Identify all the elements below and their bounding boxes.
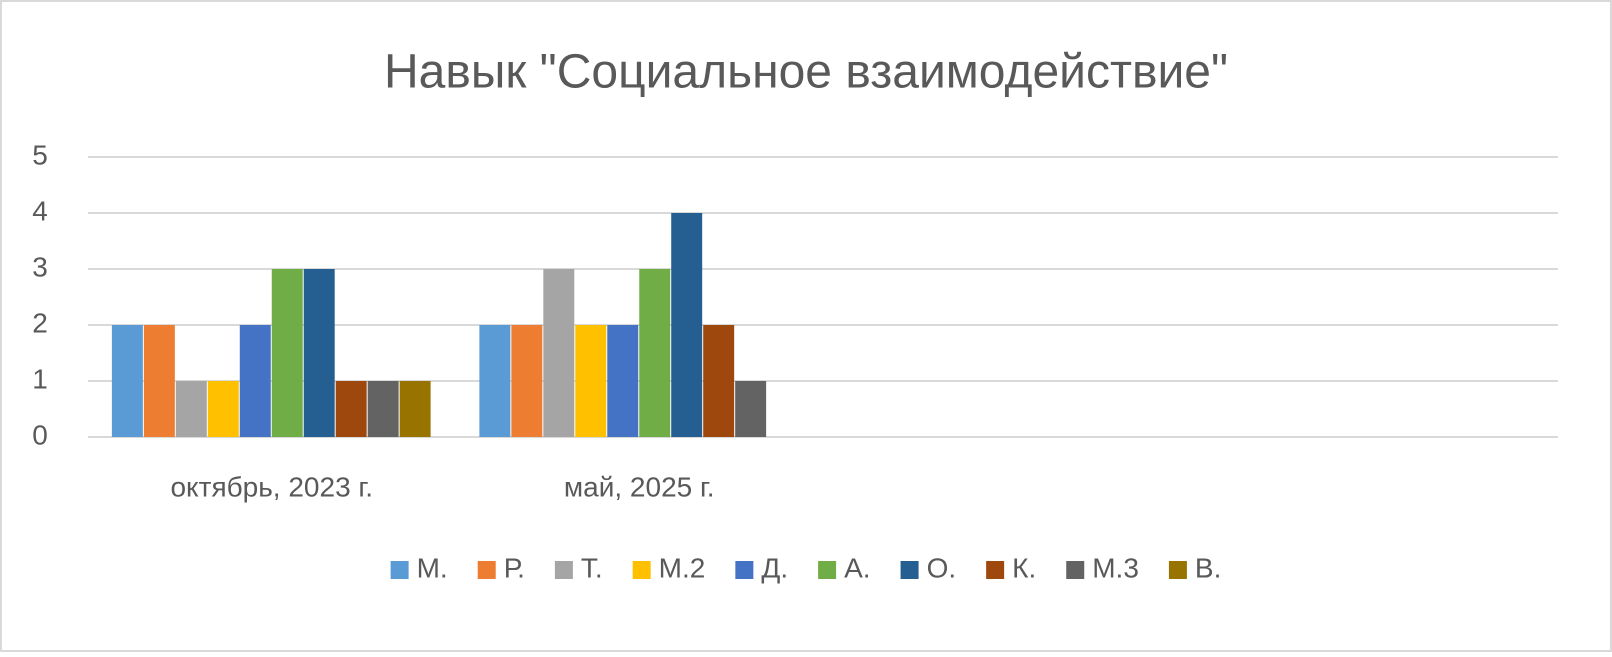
bar (303, 269, 335, 437)
bar (639, 269, 671, 437)
bar (239, 325, 271, 437)
legend: М. Р. Т. М.2 Д. А. О. К. М.3 В. (390, 552, 1221, 583)
legend-swatch (900, 561, 919, 579)
legend-label: М.3 (1092, 552, 1139, 583)
y-tick-label: 5 (32, 139, 48, 170)
bar (111, 325, 143, 437)
legend-swatch (477, 561, 496, 579)
chart-title: Навык "Социальное взаимодействие" (384, 46, 1228, 99)
legend-label: Р. (504, 552, 525, 583)
legend-label: К. (1012, 552, 1036, 583)
bar (479, 325, 511, 437)
legend-label: М.2 (659, 552, 706, 583)
bar (207, 381, 239, 437)
bar (271, 269, 303, 437)
bar (511, 325, 543, 437)
legend-swatch (818, 561, 837, 579)
bar (735, 381, 767, 437)
bar (703, 325, 735, 437)
legend-swatch (390, 561, 409, 579)
legend-swatch (1168, 561, 1187, 579)
y-tick-label: 2 (32, 307, 48, 338)
legend-label: А. (844, 552, 870, 583)
bar (367, 381, 399, 437)
legend-swatch (735, 561, 754, 579)
legend-swatch (1066, 561, 1085, 579)
legend-label: Д. (761, 552, 788, 583)
y-tick-label: 3 (32, 251, 48, 282)
bar (543, 269, 575, 437)
legend-label: О. (927, 552, 957, 583)
legend-label: Т. (581, 552, 603, 583)
y-tick-label: 4 (32, 195, 48, 226)
bar (671, 213, 703, 437)
bar (399, 381, 431, 437)
y-tick-label: 0 (32, 419, 48, 450)
bar (175, 381, 207, 437)
y-tick-label: 1 (32, 363, 48, 394)
bar (575, 325, 607, 437)
x-tick-label: май, 2025 г. (564, 471, 715, 502)
legend-swatch (632, 561, 651, 579)
x-tick-label: октябрь, 2023 г. (170, 471, 373, 502)
legend-swatch (554, 561, 573, 579)
legend-swatch (986, 561, 1005, 579)
legend-label: В. (1195, 552, 1221, 583)
bar (607, 325, 639, 437)
bar (335, 381, 367, 437)
legend-label: М. (417, 552, 448, 583)
bar (143, 325, 175, 437)
